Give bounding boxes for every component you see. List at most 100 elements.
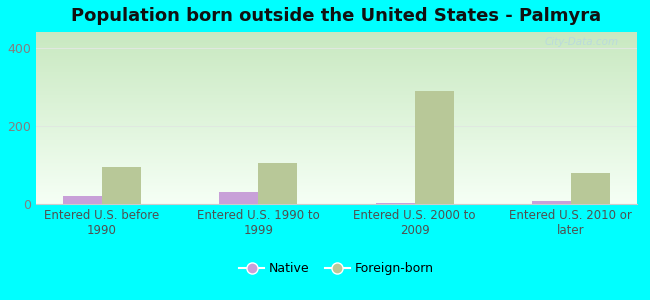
Bar — [36, 163, 637, 164]
Bar — [36, 172, 637, 173]
Bar — [571, 173, 610, 204]
Bar — [258, 163, 298, 204]
Bar — [36, 79, 637, 80]
Bar — [36, 115, 637, 116]
Bar — [36, 197, 637, 198]
Bar — [36, 94, 637, 95]
Bar — [36, 35, 637, 36]
Bar — [36, 64, 637, 65]
Bar — [36, 119, 637, 120]
Bar — [36, 131, 637, 132]
Bar — [36, 36, 637, 37]
Bar — [36, 46, 637, 47]
Bar — [532, 201, 571, 204]
Bar — [36, 188, 637, 189]
Bar — [36, 174, 637, 175]
Bar — [36, 34, 637, 35]
Bar — [36, 161, 637, 162]
Bar — [36, 58, 637, 59]
Bar — [36, 85, 637, 86]
Bar — [36, 181, 637, 182]
Bar — [36, 141, 637, 142]
Bar — [36, 105, 637, 106]
Bar — [36, 43, 637, 44]
Bar — [36, 169, 637, 170]
Bar — [219, 192, 258, 204]
Bar — [36, 162, 637, 163]
Bar — [36, 167, 637, 168]
Bar — [36, 147, 637, 148]
Bar — [36, 66, 637, 67]
Bar — [36, 173, 637, 174]
Bar — [102, 167, 141, 204]
Bar — [36, 55, 637, 56]
Bar — [36, 106, 637, 107]
Bar — [36, 200, 637, 201]
Bar — [36, 126, 637, 127]
Bar — [36, 59, 637, 60]
Bar — [36, 184, 637, 185]
Bar — [36, 47, 637, 48]
Bar — [36, 122, 637, 123]
Bar — [36, 138, 637, 139]
Bar — [36, 124, 637, 125]
Bar — [36, 45, 637, 46]
Bar — [36, 57, 637, 58]
Bar — [36, 48, 637, 49]
Bar — [36, 68, 637, 69]
Bar — [36, 96, 637, 97]
Bar — [36, 125, 637, 126]
Bar — [36, 123, 637, 124]
Bar — [36, 132, 637, 133]
Bar — [36, 186, 637, 187]
Bar — [36, 37, 637, 38]
Bar — [36, 156, 637, 157]
Bar — [36, 134, 637, 135]
Bar — [36, 102, 637, 103]
Bar — [376, 203, 415, 204]
Bar — [36, 189, 637, 190]
Bar — [36, 182, 637, 183]
Bar — [36, 82, 637, 83]
Bar — [36, 187, 637, 188]
Bar — [36, 97, 637, 98]
Bar — [36, 108, 637, 109]
Bar — [36, 148, 637, 149]
Bar — [36, 83, 637, 84]
Bar — [36, 177, 637, 178]
Bar — [36, 84, 637, 85]
Bar — [36, 139, 637, 140]
Bar — [36, 199, 637, 200]
Bar — [36, 67, 637, 68]
Bar — [36, 130, 637, 131]
Bar — [36, 149, 637, 150]
Bar — [36, 143, 637, 144]
Bar — [36, 183, 637, 184]
Bar — [36, 116, 637, 117]
Bar — [36, 166, 637, 167]
Bar — [36, 112, 637, 113]
Bar — [36, 74, 637, 75]
Bar — [36, 81, 637, 82]
Bar — [36, 32, 637, 33]
Bar — [36, 51, 637, 52]
Bar — [36, 80, 637, 81]
Bar — [36, 103, 637, 104]
Bar — [36, 63, 637, 64]
Bar — [36, 191, 637, 192]
Bar — [36, 49, 637, 50]
Bar — [36, 60, 637, 61]
Bar — [36, 151, 637, 152]
Bar — [36, 150, 637, 151]
Bar — [36, 70, 637, 71]
Bar — [36, 65, 637, 66]
Title: Population born outside the United States - Palmyra: Population born outside the United State… — [72, 7, 601, 25]
Bar — [36, 202, 637, 203]
Legend: Native, Foreign-born: Native, Foreign-born — [234, 257, 439, 280]
Bar — [36, 137, 637, 138]
Bar — [36, 190, 637, 191]
Bar — [36, 52, 637, 53]
Bar — [36, 111, 637, 112]
Bar — [36, 176, 637, 177]
Bar — [36, 95, 637, 96]
